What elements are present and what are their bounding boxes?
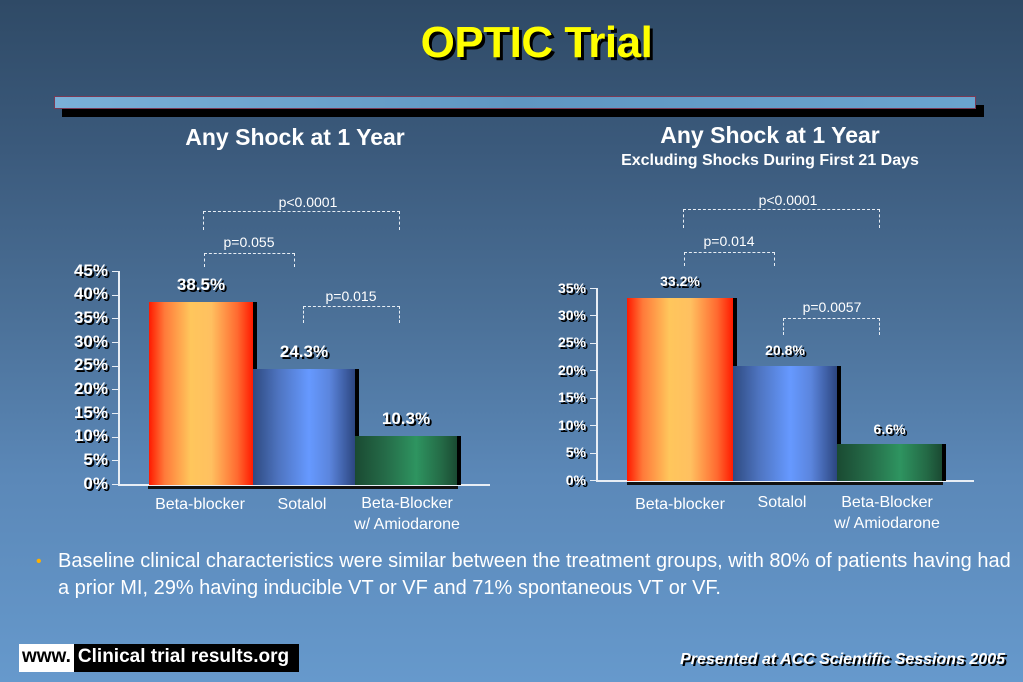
title-divider-bar: [54, 96, 976, 109]
right-y-tick: [590, 480, 596, 481]
right-bar-sotalol: [733, 366, 837, 481]
footer-site-logo[interactable]: www. Clinical trial results.org: [19, 644, 300, 672]
left-category-beta-blocker: Beta-blocker: [155, 496, 245, 513]
right-bracket-bb-vs-amio: [683, 209, 880, 228]
left-y-tick: [112, 436, 118, 438]
right-y-tick: [590, 425, 596, 427]
left-y-tick-label: 30%: [73, 331, 108, 351]
left-y-tick-label: 20%: [73, 379, 108, 399]
right-category-sotalol: Sotalol: [757, 494, 807, 511]
footer-presented-at: Presented at ACC Scientific Sessions 200…: [680, 651, 1005, 668]
right-p-sotalol-vs-amio: p=0.0057: [802, 299, 862, 315]
left-y-tick: [112, 271, 118, 272]
left-y-axis: [118, 271, 120, 486]
right-x-axis-shadow: [627, 482, 943, 485]
left-bar-sotalol: [253, 369, 355, 485]
right-y-tick: [590, 370, 596, 372]
right-p-bb-vs-amio: p<0.0001: [758, 192, 818, 208]
left-p-bb-vs-amio: p<0.0001: [278, 194, 338, 210]
left-bracket-bb-vs-amio: [203, 211, 400, 230]
left-y-tick: [112, 294, 118, 296]
left-y-tick: [112, 318, 118, 320]
right-y-tick-label: 15%: [557, 389, 586, 406]
right-y-tick-label: 0%: [565, 471, 586, 488]
left-y-tick: [112, 460, 118, 462]
left-y-tick: [112, 389, 118, 391]
right-chart-subtitle: Excluding Shocks During First 21 Days: [621, 152, 919, 169]
right-category-amiodarone-line2: w/ Amiodarone: [834, 515, 940, 532]
right-category-beta-blocker: Beta-blocker: [635, 496, 725, 513]
right-y-tick-label: 35%: [557, 279, 586, 296]
right-bracket-bb-vs-sotalol: [684, 252, 775, 266]
right-y-tick: [590, 452, 596, 454]
right-x-axis: [596, 480, 974, 482]
slide-title: OPTIC Trial: [420, 18, 653, 67]
footer-site-name: Clinical trial results.org: [73, 644, 300, 672]
left-p-sotalol-vs-amio: p=0.015: [325, 288, 377, 304]
right-value-amiodarone: 6.6%: [873, 421, 906, 437]
left-bar-beta-blocker: [149, 302, 253, 485]
left-y-tick-label: 45%: [73, 260, 108, 280]
left-category-sotalol: Sotalol: [277, 496, 327, 513]
left-y-tick-label: 5%: [83, 450, 108, 470]
right-y-tick-label: 25%: [557, 334, 586, 351]
footer-www: www.: [19, 644, 74, 672]
left-value-amiodarone: 10.3%: [381, 409, 431, 428]
left-y-tick-label: 35%: [73, 308, 108, 328]
left-y-tick-label: 25%: [73, 355, 108, 375]
left-value-beta-blocker: 38.5%: [176, 275, 226, 294]
right-bracket-sotalol-vs-amio: [783, 318, 880, 335]
left-chart: 45% 40% 35% 30% 25% 20% 15% 10% 5% 0% 38.5% 24.3%…: [0, 0, 500, 540]
right-y-axis: [596, 288, 598, 482]
right-y-tick: [590, 397, 596, 399]
right-y-tick: [590, 288, 596, 289]
left-bracket-sotalol-vs-amio: [303, 306, 400, 323]
right-bar-beta-blocker: [627, 298, 733, 481]
left-y-tick-label: 0%: [83, 473, 108, 493]
bullet-text: Baseline clinical characteristics were s…: [58, 550, 1011, 599]
right-value-beta-blocker: 33.2%: [660, 273, 700, 289]
right-y-tick-label: 30%: [557, 307, 586, 324]
right-y-tick-label: 20%: [557, 361, 586, 378]
right-chart: 35% 30% 25% 20% 15% 10% 5% 0% 33.2% 20.8% 6.6% …: [557, 192, 974, 532]
left-y-tick: [112, 484, 118, 485]
right-chart-title: Any Shock at 1 Year: [660, 122, 880, 148]
left-chart-title: Any Shock at 1 Year: [185, 124, 405, 150]
right-value-sotalol: 20.8%: [765, 342, 805, 358]
left-bar-amiodarone: [355, 436, 457, 485]
left-value-sotalol: 24.3%: [279, 342, 329, 361]
left-y-tick: [112, 413, 118, 414]
left-x-axis: [118, 484, 490, 486]
right-category-amiodarone-line1: Beta-Blocker: [841, 494, 933, 511]
left-bracket-bb-vs-sotalol: [204, 253, 295, 267]
left-y-tick-label: 10%: [73, 426, 108, 446]
right-bar-amiodarone: [837, 444, 942, 481]
bullet-dot-icon: •: [36, 553, 42, 570]
right-y-tick: [590, 315, 596, 317]
left-y-tick: [112, 342, 118, 343]
right-y-tick: [590, 342, 596, 344]
left-category-amiodarone-line2: w/ Amiodarone: [354, 516, 460, 533]
left-p-bb-vs-sotalol: p=0.055: [223, 234, 275, 250]
left-y-tick: [112, 365, 118, 367]
left-x-axis-shadow: [148, 486, 458, 489]
right-y-tick-label: 10%: [557, 416, 586, 433]
left-y-tick-label: 15%: [73, 402, 108, 422]
left-y-tick-label: 40%: [73, 284, 108, 304]
right-y-tick-label: 5%: [565, 444, 586, 461]
right-p-bb-vs-sotalol: p=0.014: [703, 233, 755, 249]
left-category-amiodarone-line1: Beta-Blocker: [361, 495, 453, 512]
